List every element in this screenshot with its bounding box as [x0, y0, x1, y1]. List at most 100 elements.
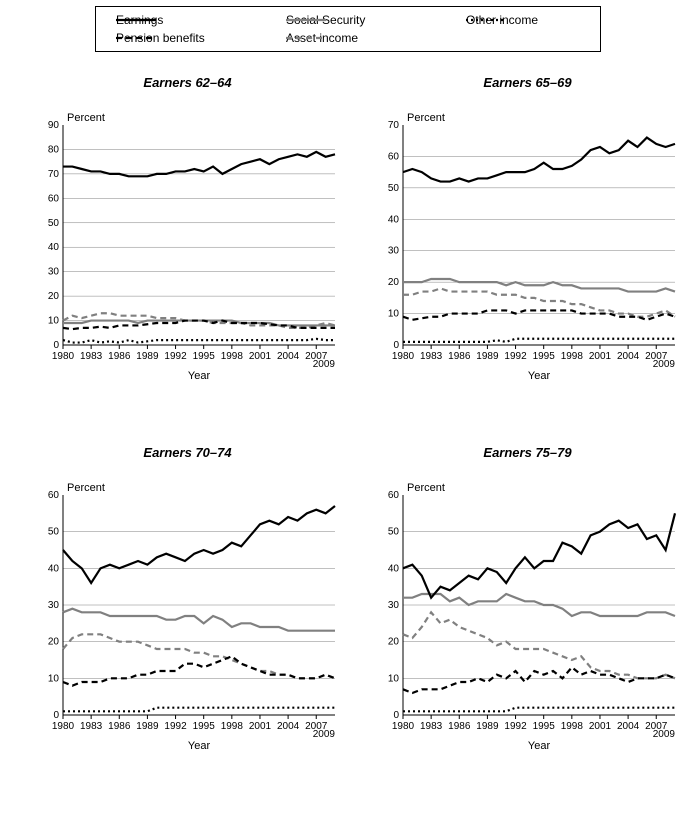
series-asset	[403, 612, 675, 678]
svg-text:Year: Year	[188, 740, 211, 752]
svg-text:40: 40	[388, 214, 400, 225]
panel-title: Earners 70–74	[35, 445, 340, 460]
svg-text:1983: 1983	[420, 721, 443, 732]
series-earnings	[403, 138, 675, 182]
svg-text:1992: 1992	[164, 721, 187, 732]
chart-panel: 0 10 20 30 40 50 60 Percent 1980 1983 1986 1989 1992…	[375, 465, 680, 755]
svg-text:Percent: Percent	[407, 112, 445, 124]
chart-panel: 010203040506070Percent198019831986198919…	[375, 95, 680, 385]
svg-text:1980: 1980	[52, 721, 75, 732]
svg-text:1995: 1995	[533, 351, 556, 362]
svg-text:2004: 2004	[617, 351, 640, 362]
svg-text:0: 0	[53, 710, 59, 721]
svg-text:80: 80	[48, 144, 60, 155]
svg-text:1998: 1998	[221, 721, 244, 732]
svg-text:1983: 1983	[80, 351, 103, 362]
legend-item-asset: Asset income	[286, 31, 358, 45]
svg-text:1989: 1989	[476, 721, 499, 732]
svg-text:30: 30	[48, 600, 60, 611]
svg-text:1995: 1995	[193, 351, 216, 362]
svg-text:20: 20	[388, 637, 400, 648]
series-earnings	[63, 506, 335, 583]
svg-text:1980: 1980	[392, 721, 415, 732]
chart-panel: 0102030405060Percent19801983198619891992…	[35, 465, 340, 755]
svg-text:30: 30	[388, 600, 400, 611]
svg-text:1986: 1986	[448, 721, 471, 732]
svg-text:1995: 1995	[193, 721, 216, 732]
svg-text:0: 0	[393, 710, 399, 721]
svg-text:40: 40	[48, 563, 60, 574]
svg-text:1983: 1983	[420, 351, 443, 362]
svg-text:2004: 2004	[617, 721, 640, 732]
svg-text:1995: 1995	[533, 721, 556, 732]
svg-text:2004: 2004	[277, 721, 300, 732]
svg-text:1998: 1998	[561, 351, 584, 362]
series-pension	[403, 667, 675, 693]
svg-text:1992: 1992	[164, 351, 187, 362]
svg-text:1980: 1980	[52, 351, 75, 362]
chart-panel: 0102030405060708090Percent19801983198619…	[35, 95, 340, 385]
series-earnings	[403, 513, 675, 597]
svg-text:Percent: Percent	[67, 112, 105, 124]
svg-text:1980: 1980	[392, 351, 415, 362]
svg-text:2001: 2001	[589, 721, 612, 732]
series-other_income	[403, 339, 675, 342]
svg-text:90: 90	[48, 120, 60, 131]
svg-text:2009: 2009	[653, 729, 676, 740]
svg-text:1998: 1998	[561, 721, 584, 732]
svg-text:1992: 1992	[504, 721, 527, 732]
svg-text:1983: 1983	[80, 721, 103, 732]
svg-text:2009: 2009	[653, 359, 676, 370]
svg-text:30: 30	[48, 267, 60, 278]
svg-text:60: 60	[388, 151, 400, 162]
svg-text:1986: 1986	[448, 351, 471, 362]
svg-text:2009: 2009	[313, 359, 336, 370]
legend-box: Earnings Social Security Other income Pe…	[95, 6, 601, 52]
svg-text:1998: 1998	[221, 351, 244, 362]
svg-text:60: 60	[388, 490, 400, 501]
svg-text:70: 70	[388, 120, 400, 131]
svg-text:1986: 1986	[108, 351, 131, 362]
svg-text:60: 60	[48, 193, 60, 204]
svg-text:10: 10	[388, 309, 400, 320]
legend-item-other-income: Other income	[466, 13, 538, 27]
svg-text:60: 60	[48, 490, 60, 501]
svg-text:2001: 2001	[589, 351, 612, 362]
svg-text:10: 10	[48, 316, 60, 327]
svg-text:1986: 1986	[108, 721, 131, 732]
series-social_security	[63, 321, 335, 326]
svg-text:1989: 1989	[476, 351, 499, 362]
series-other_income	[63, 708, 335, 712]
series-earnings	[63, 152, 335, 176]
svg-text:50: 50	[388, 183, 400, 194]
svg-text:1992: 1992	[504, 351, 527, 362]
svg-text:Year: Year	[188, 370, 211, 382]
svg-text:0: 0	[393, 340, 399, 351]
legend-item-social-security: Social Security	[286, 13, 365, 27]
svg-text:0: 0	[53, 340, 59, 351]
svg-text:20: 20	[48, 291, 60, 302]
svg-text:50: 50	[388, 527, 400, 538]
series-pension	[63, 656, 335, 685]
svg-text:Year: Year	[528, 370, 551, 382]
svg-text:10: 10	[388, 673, 400, 684]
svg-text:70: 70	[48, 169, 60, 180]
svg-text:Percent: Percent	[407, 482, 445, 494]
series-social_security	[63, 609, 335, 631]
panel-title: Earners 75–79	[375, 445, 680, 460]
svg-text:Percent: Percent	[67, 482, 105, 494]
svg-text:1989: 1989	[136, 351, 159, 362]
panel-title: Earners 65–69	[375, 75, 680, 90]
svg-text:10: 10	[48, 673, 60, 684]
svg-text:30: 30	[388, 246, 400, 257]
svg-text:2001: 2001	[249, 351, 272, 362]
svg-text:50: 50	[48, 527, 60, 538]
legend-item-pension: Pension benefits	[116, 31, 205, 45]
svg-text:40: 40	[388, 563, 400, 574]
legend-item-earnings: Earnings	[116, 13, 163, 27]
figure-container: Earnings Social Security Other income Pe…	[0, 0, 700, 823]
svg-text:2009: 2009	[313, 729, 336, 740]
panel-title: Earners 62–64	[35, 75, 340, 90]
svg-text:2001: 2001	[249, 721, 272, 732]
svg-text:1989: 1989	[136, 721, 159, 732]
